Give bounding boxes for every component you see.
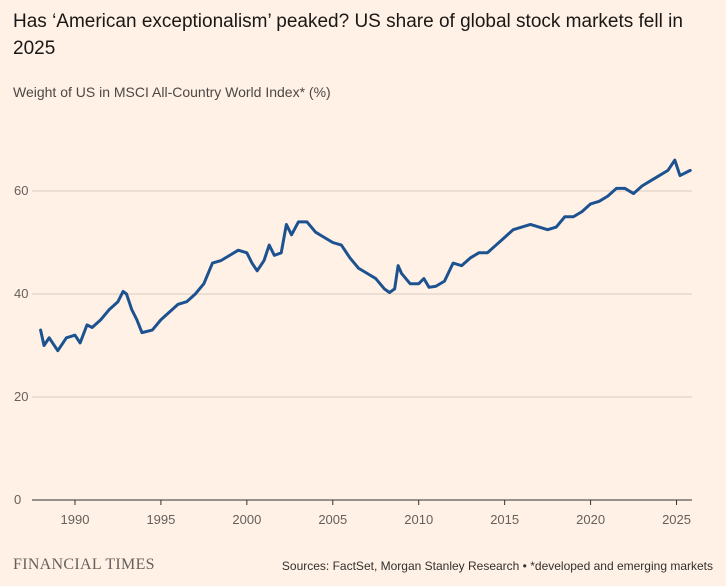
y-tick-label: 0 bbox=[14, 492, 21, 507]
x-tick-label: 2015 bbox=[490, 512, 519, 527]
y-tick-label: 60 bbox=[14, 183, 28, 198]
source-note: Sources: FactSet, Morgan Stanley Researc… bbox=[281, 559, 713, 573]
x-tick-label: 2010 bbox=[404, 512, 433, 527]
chart: 0 20 40 60 1990 1995 2000 2005 2010 2015 2020 2025 bbox=[14, 158, 692, 527]
brand: FINANCIAL TIMES bbox=[13, 556, 155, 573]
x-tick-label: 1990 bbox=[61, 512, 90, 527]
x-tick-label: 1995 bbox=[146, 512, 175, 527]
chart-title: Has ‘American exceptionalism’ peaked? US… bbox=[13, 11, 683, 59]
x-tick-label: 2020 bbox=[576, 512, 605, 527]
x-tick-label: 2005 bbox=[318, 512, 347, 527]
y-tick-label: 20 bbox=[14, 389, 28, 404]
x-tick-label: 2025 bbox=[662, 512, 691, 527]
data-line bbox=[39, 158, 692, 353]
chart-subtitle: Weight of US in MSCI All-Country World I… bbox=[13, 84, 331, 100]
y-tick-label: 40 bbox=[14, 286, 28, 301]
x-tick-label: 2000 bbox=[232, 512, 261, 527]
